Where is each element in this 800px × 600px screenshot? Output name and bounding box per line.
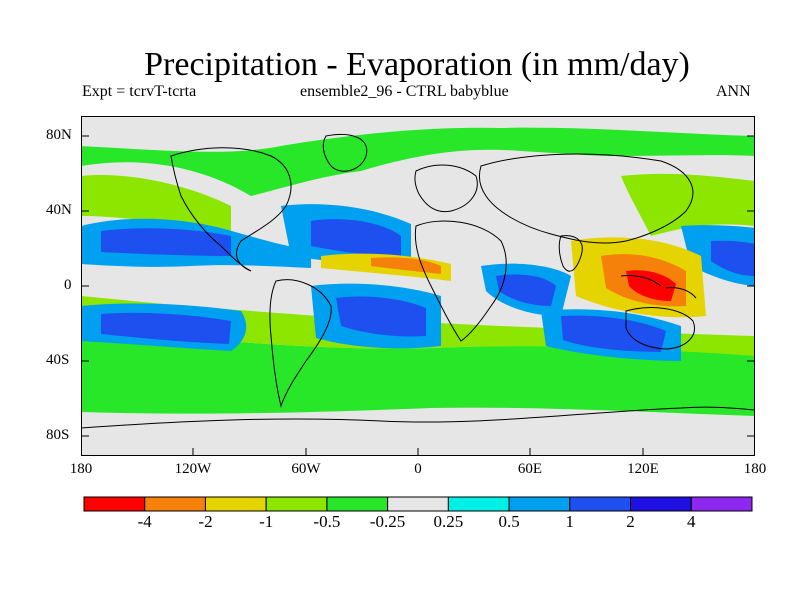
south-pacific-deep (101, 312, 231, 344)
north-pacific-deep (101, 228, 231, 256)
indian-ocean-deep (496, 274, 556, 306)
coastlines (81, 133, 755, 429)
ensemble-label: ensemble2_96 - CTRL babyblue (300, 83, 509, 100)
chart-title: Precipitation - Evaporation (in mm/day) (144, 46, 690, 83)
colorbar-swatch (508, 496, 571, 512)
colorbar-swatch (630, 496, 692, 512)
lon-label-60w: 60W (291, 461, 321, 477)
colorbar-swatch (265, 496, 328, 512)
africa-outline (414, 220, 507, 342)
north-atlantic-deep (311, 219, 401, 256)
europe-outline (414, 164, 478, 213)
lat-label-80n: 80N (46, 127, 72, 143)
lat-label-40n: 40N (46, 202, 72, 218)
season-label: ANN (716, 83, 751, 100)
south-atlantic-deep (336, 296, 426, 337)
colorbar-label: 0.5 (498, 512, 520, 531)
colorbar-label: 0.25 (433, 512, 464, 531)
colorbar-swatch (569, 496, 632, 512)
world-map (81, 116, 755, 456)
lat-label-80s: 80S (46, 427, 70, 443)
maritime-continent-red (626, 270, 676, 301)
colorbar-swatch (144, 496, 206, 512)
lon-label-120w: 120W (174, 461, 212, 477)
asia-outline (478, 153, 694, 244)
colorbar-label: 2 (626, 512, 635, 531)
colorbar-label: -0.25 (369, 512, 406, 531)
lon-label-0: 0 (414, 461, 422, 477)
colorbar-swatch (690, 496, 753, 512)
colorbar-label: -1 (259, 512, 274, 531)
lat-label-0: 0 (64, 277, 72, 293)
colorbar-label: 1 (565, 512, 575, 531)
lon-label-60e: 60E (517, 461, 543, 477)
colorbar-swatch (326, 496, 389, 512)
colorbar-swatch (387, 496, 449, 512)
lon-label-180e: 180 (743, 461, 767, 477)
greenland-outline (322, 133, 368, 172)
india-outline (558, 235, 583, 272)
lat-label-40s: 40S (46, 352, 70, 368)
lon-label-180w: 180 (69, 461, 93, 477)
experiment-label: Expt = tcrvT-tcrta (82, 83, 197, 100)
colorbar (83, 496, 753, 512)
colorbar-label: -2 (198, 512, 213, 531)
north-pacific-green (81, 175, 231, 236)
australia-outline (625, 307, 695, 350)
colorbar-swatch (204, 496, 267, 512)
south-america-outline (269, 279, 332, 408)
colorbar-swatch (83, 496, 146, 512)
colorbar-label: -0.5 (313, 512, 341, 531)
map-ticks (81, 135, 755, 456)
colorbar-swatch (447, 496, 510, 512)
north-america-outline (170, 147, 292, 272)
lon-label-120e: 120E (627, 461, 659, 477)
colorbar-label: -4 (137, 512, 152, 531)
west-pacific-deep (711, 240, 755, 276)
antarctica-outline (81, 406, 755, 429)
colorbar-label: 4 (687, 512, 696, 531)
asia-green (621, 173, 755, 236)
indonesia-outline (620, 275, 697, 299)
north-atlantic-green (81, 127, 755, 196)
